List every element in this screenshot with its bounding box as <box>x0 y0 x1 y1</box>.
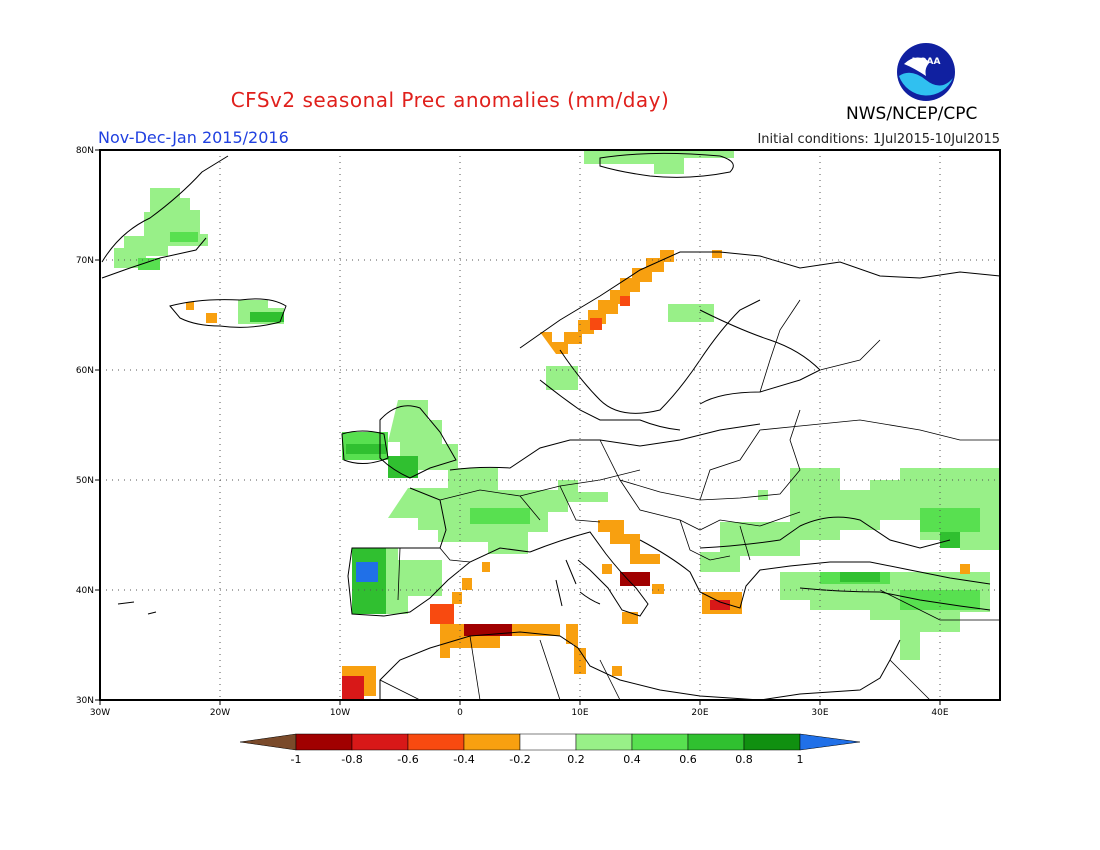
lat-label: 50N <box>76 476 94 486</box>
lon-label: 0 <box>457 708 463 718</box>
colorbar-label: 0.6 <box>679 753 697 766</box>
colorbar-label: 0.4 <box>623 753 641 766</box>
lon-label: 20W <box>210 708 230 718</box>
lon-label: 30W <box>90 708 110 718</box>
map-title: CFSv2 seasonal Prec anomalies (mm/day) <box>230 88 670 112</box>
coastlines <box>101 152 1001 701</box>
map-frame <box>99 149 1001 701</box>
organization-label: NWS/NCEP/CPC <box>846 104 978 124</box>
colorbar-label: 0.8 <box>735 753 753 766</box>
colorbar-label: -0.2 <box>509 753 530 766</box>
colorbar-low-arrow <box>239 733 297 751</box>
map-area: 30W 20W 10W 0 10E 20E 30E 40E 30N 40N 50… <box>76 146 1001 718</box>
logo-text: NOAA <box>912 57 941 67</box>
colorbar-label: -0.6 <box>397 753 418 766</box>
initial-conditions-label: Initial conditions: 1Jul2015-10Jul2015 <box>757 132 1000 147</box>
period-label: Nov-Dec-Jan 2015/2016 <box>98 128 289 147</box>
colorbar-segment <box>295 733 353 751</box>
lon-label: 20E <box>691 708 708 718</box>
lon-label: 10E <box>571 708 588 718</box>
gridlines <box>100 150 1000 700</box>
colorbar-label: -0.8 <box>341 753 362 766</box>
colorbar-segment <box>519 733 577 751</box>
lat-label: 40N <box>76 586 94 596</box>
colorbar-segment <box>743 733 801 751</box>
colorbar-segment <box>351 733 409 751</box>
lat-label: 60N <box>76 366 94 376</box>
colorbar-label: -0.4 <box>453 753 474 766</box>
lon-label: 10W <box>330 708 350 718</box>
colorbar-segment <box>575 733 633 751</box>
lon-label: 40E <box>931 708 948 718</box>
colorbar: -1 -0.8 -0.6 -0.4 -0.2 0.2 0.4 0.6 0.8 1 <box>239 733 861 766</box>
lat-label: 30N <box>76 696 94 706</box>
axis-ticks <box>95 149 941 705</box>
colorbar-segment <box>407 733 465 751</box>
colorbar-label: -1 <box>291 753 302 766</box>
lat-label: 80N <box>76 146 94 156</box>
colorbar-label: 0.2 <box>567 753 585 766</box>
colorbar-segment <box>631 733 689 751</box>
colorbar-high-arrow <box>799 733 861 751</box>
colorbar-segment <box>463 733 521 751</box>
country-borders <box>379 299 1000 701</box>
colorbar-segment <box>687 733 745 751</box>
noaa-logo-icon: NOAA <box>897 43 955 101</box>
lat-label: 70N <box>76 256 94 266</box>
colorbar-label: 1 <box>797 753 804 766</box>
lon-label: 30E <box>811 708 828 718</box>
